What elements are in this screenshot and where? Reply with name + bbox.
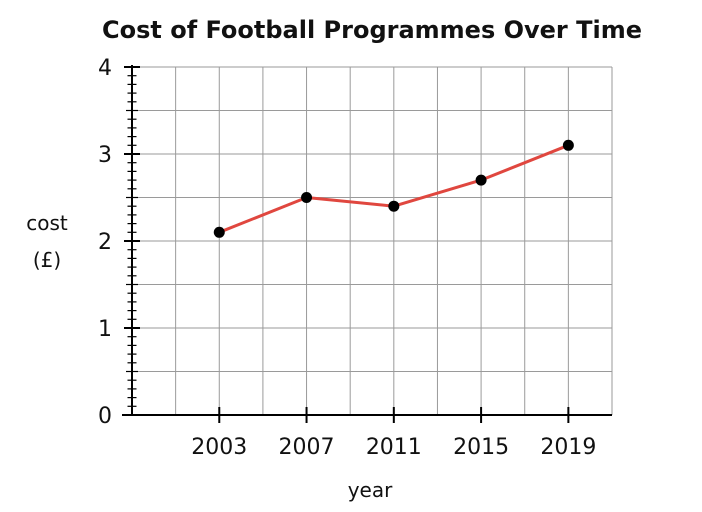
y-tick-label: 1: [98, 317, 112, 342]
data-point: [388, 200, 400, 212]
y-axis-label-line-2: (£): [33, 248, 61, 272]
x-tick-label: 2007: [279, 435, 335, 460]
data-point: [213, 226, 225, 238]
y-tick-label: 3: [98, 143, 112, 168]
x-tick-label: 2019: [540, 435, 596, 460]
x-tick-label: 2015: [453, 435, 509, 460]
grid: [132, 66, 613, 415]
y-axis-label-line-1: cost: [26, 211, 68, 235]
data-point: [562, 139, 574, 151]
x-tick-label: 2003: [191, 435, 247, 460]
data-point: [475, 174, 487, 186]
data-point: [301, 192, 313, 203]
x-axis-label: year: [348, 478, 393, 502]
axes: [122, 65, 612, 423]
y-tick-label: 4: [98, 56, 112, 81]
x-tick-label: 2011: [366, 435, 422, 460]
series-group: [213, 139, 574, 238]
y-tick-label: 2: [98, 230, 112, 255]
chart-title: Cost of Football Programmes Over Time: [102, 16, 642, 44]
y-tick-label: 0: [98, 404, 112, 429]
x-axis-tick-labels: 2003 2007 2011 2015 2019: [191, 435, 596, 460]
y-axis-tick-labels: 0 1 2 3 4: [98, 56, 112, 429]
